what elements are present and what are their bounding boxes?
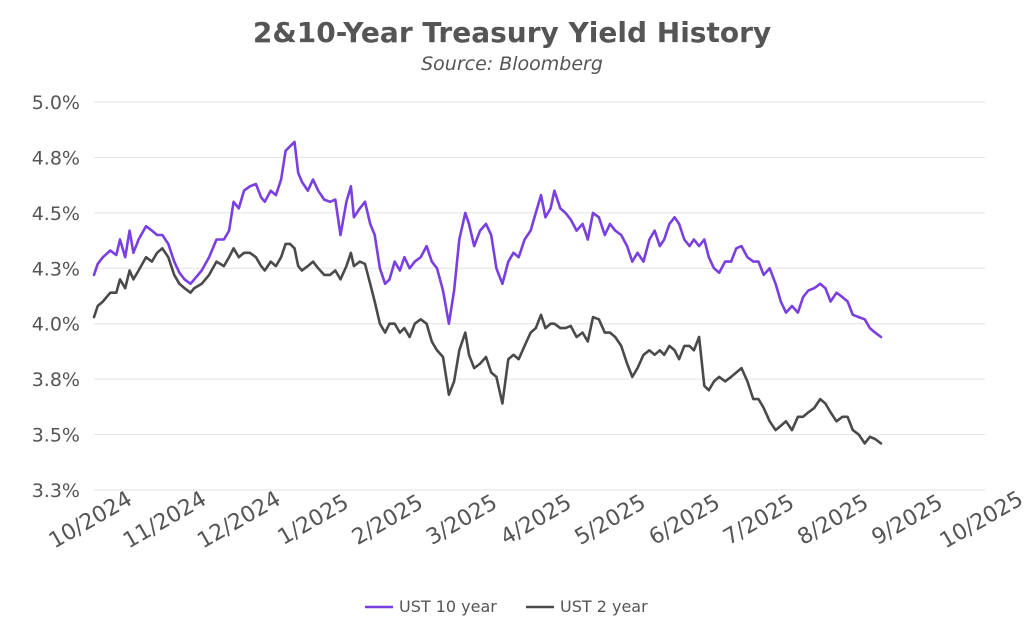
y-tick-label: 4.8% — [32, 147, 80, 169]
x-tick-label: 3/2025 — [422, 490, 502, 550]
legend: UST 10 year UST 2 year — [365, 597, 648, 616]
x-tick-label: 10/2025 — [936, 487, 1024, 554]
y-tick-label: 3.3% — [32, 480, 80, 502]
x-tick-label: 8/2025 — [793, 490, 873, 550]
gridlines — [94, 101, 985, 491]
y-tick-label: 4.5% — [32, 203, 80, 225]
y-tick-label: 3.8% — [32, 369, 80, 391]
y-tick-label: 4.3% — [32, 258, 80, 280]
y-tick-label: 4.0% — [32, 314, 80, 336]
x-tick-label: 11/2024 — [119, 487, 211, 554]
y-tick-label: 3.5% — [32, 425, 80, 447]
y-tick-label: 5.0% — [32, 92, 80, 114]
x-axis-ticks: 10/202411/202412/20241/20252/20253/20254… — [45, 487, 1024, 554]
x-tick-label: 1/2025 — [274, 490, 354, 550]
legend-label-ust-2-year: UST 2 year — [560, 597, 648, 616]
x-tick-label: 2/2025 — [348, 490, 428, 550]
x-tick-label: 12/2024 — [193, 487, 285, 554]
series-lines — [92, 140, 883, 445]
x-tick-label: 7/2025 — [719, 490, 799, 550]
x-tick-label: 5/2025 — [571, 490, 651, 550]
series-line-ust-2-year — [92, 242, 883, 445]
chart-subtitle: Source: Bloomberg — [421, 53, 603, 75]
legend-label-ust-10-year: UST 10 year — [399, 597, 497, 616]
chart-title: 2&10-Year Treasury Yield History — [253, 16, 771, 49]
x-tick-label: 4/2025 — [496, 490, 576, 550]
x-tick-label: 6/2025 — [645, 490, 725, 550]
series-line-ust-10-year — [92, 140, 883, 339]
x-tick-label: 9/2025 — [868, 490, 948, 550]
y-axis-ticks: 5.0% 4.8% 4.5% 4.3% 4.0% 3.8% 3.5% 3.3% — [32, 92, 80, 502]
